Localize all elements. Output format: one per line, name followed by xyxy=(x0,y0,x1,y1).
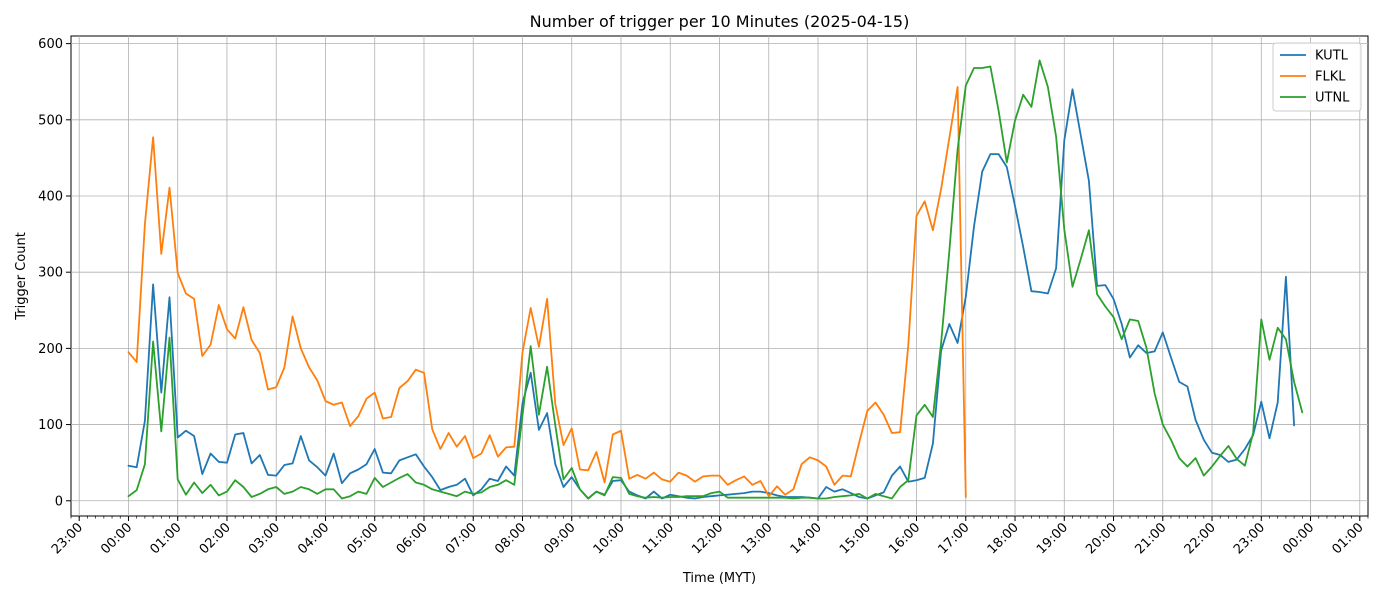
x-tick-label: 18:00 xyxy=(985,520,1022,557)
x-tick-label: 05:00 xyxy=(344,520,381,557)
y-tick-label: 400 xyxy=(38,190,63,205)
legend: KUTL FLKL UTNL xyxy=(1272,42,1362,112)
x-tick-label: 09:00 xyxy=(541,520,578,557)
x-tick-label: 11:00 xyxy=(640,520,677,557)
x-tick-label: 19:00 xyxy=(1034,520,1071,557)
x-tick-label: 04:00 xyxy=(295,520,332,557)
x-tick-label: 07:00 xyxy=(443,520,480,557)
x-tick-label: 17:00 xyxy=(935,520,972,557)
x-tick-label: 23:00 xyxy=(49,520,86,557)
x-tick-label: 20:00 xyxy=(1083,520,1120,557)
y-tick-label: 600 xyxy=(38,37,63,52)
series-line-utnl xyxy=(127,59,1304,500)
x-tick-label: 02:00 xyxy=(197,520,234,557)
y-tick-label: 500 xyxy=(38,113,63,128)
y-tick-label: 0 xyxy=(55,494,63,509)
series-line-kutl xyxy=(127,88,1295,500)
x-tick-label: 12:00 xyxy=(689,520,726,557)
x-tick-label: 16:00 xyxy=(886,520,923,557)
x-tick-label: 00:00 xyxy=(98,520,135,557)
x-tick-label: 22:00 xyxy=(1182,520,1219,557)
x-tick-label: 01:00 xyxy=(1330,520,1367,557)
x-tick-label: 10:00 xyxy=(591,520,628,557)
y-tick-label: 300 xyxy=(38,266,63,281)
legend-label-utnl: UTNL xyxy=(1315,91,1350,106)
x-tick-label: 14:00 xyxy=(788,520,825,557)
series-lines xyxy=(127,59,1304,500)
y-tick-label: 200 xyxy=(38,342,63,357)
x-tick-label: 23:00 xyxy=(1231,520,1268,557)
x-tick-label: 08:00 xyxy=(492,520,529,557)
x-tick-label: 15:00 xyxy=(837,520,874,557)
x-axis-title: Time (MYT) xyxy=(682,571,756,586)
legend-label-kutl: KUTL xyxy=(1315,49,1349,64)
x-tick-label: 00:00 xyxy=(1280,520,1317,557)
chart-title: Number of trigger per 10 Minutes (2025-0… xyxy=(530,12,910,31)
axis-ticks: 23:00 00:00 01:00 02:00 03:00 04:00 05:00 06:00… xyxy=(38,37,1369,557)
x-tick-label: 01:00 xyxy=(147,520,184,557)
y-axis-title: Trigger Count xyxy=(14,232,29,321)
x-tick-label: 06:00 xyxy=(394,520,431,557)
x-tick-label: 21:00 xyxy=(1133,520,1170,557)
series-line-flkl xyxy=(127,86,967,498)
x-tick-label: 13:00 xyxy=(738,520,775,557)
legend-label-flkl: FLKL xyxy=(1315,70,1346,85)
legend-box xyxy=(1272,42,1362,112)
y-tick-label: 100 xyxy=(38,418,63,433)
x-tick-label: 03:00 xyxy=(246,520,283,557)
